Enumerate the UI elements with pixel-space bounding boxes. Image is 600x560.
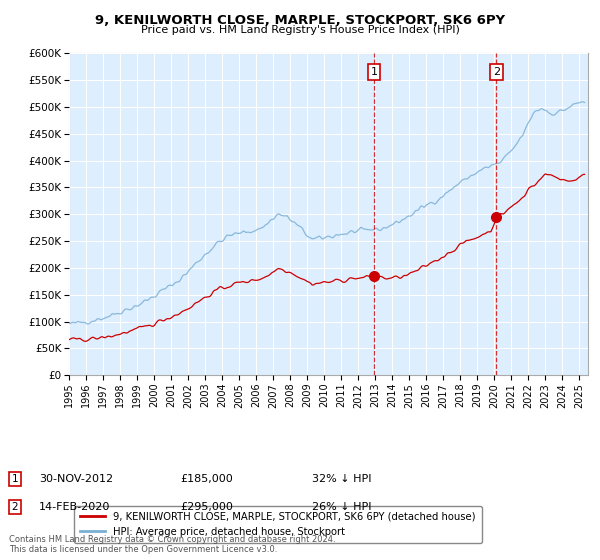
Text: 2: 2 — [11, 502, 19, 512]
Text: £185,000: £185,000 — [180, 474, 233, 484]
Text: 26% ↓ HPI: 26% ↓ HPI — [312, 502, 371, 512]
Text: 1: 1 — [370, 67, 377, 77]
Text: 14-FEB-2020: 14-FEB-2020 — [39, 502, 110, 512]
Text: 1: 1 — [11, 474, 19, 484]
Text: Price paid vs. HM Land Registry's House Price Index (HPI): Price paid vs. HM Land Registry's House … — [140, 25, 460, 35]
Text: 32% ↓ HPI: 32% ↓ HPI — [312, 474, 371, 484]
Text: 9, KENILWORTH CLOSE, MARPLE, STOCKPORT, SK6 6PY: 9, KENILWORTH CLOSE, MARPLE, STOCKPORT, … — [95, 14, 505, 27]
Text: 30-NOV-2012: 30-NOV-2012 — [39, 474, 113, 484]
Text: 2: 2 — [493, 67, 500, 77]
Legend: 9, KENILWORTH CLOSE, MARPLE, STOCKPORT, SK6 6PY (detached house), HPI: Average p: 9, KENILWORTH CLOSE, MARPLE, STOCKPORT, … — [74, 506, 482, 543]
Text: Contains HM Land Registry data © Crown copyright and database right 2024.
This d: Contains HM Land Registry data © Crown c… — [9, 535, 335, 554]
Text: £295,000: £295,000 — [180, 502, 233, 512]
